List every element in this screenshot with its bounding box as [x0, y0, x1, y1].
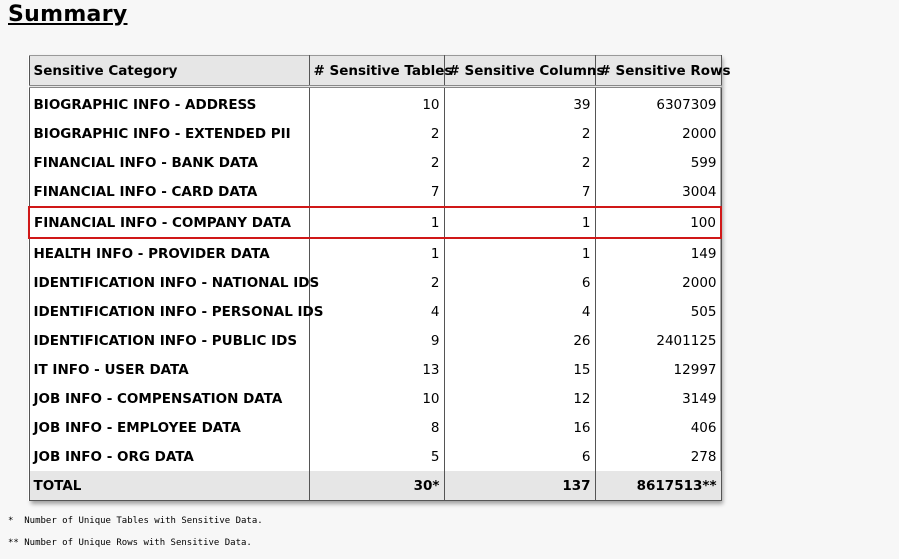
table-row: FINANCIAL INFO - COMPANY DATA 1 1 100	[28, 206, 722, 239]
total-columns: 137	[443, 471, 596, 501]
row-tables: 4	[308, 297, 445, 326]
summary-table-container: Sensitive Category # Sensitive Tables # …	[28, 55, 731, 501]
row-category: JOB INFO - COMPENSATION DATA	[28, 384, 310, 413]
footnotes: * Number of Unique Tables with Sensitive…	[8, 515, 263, 559]
row-tables: 10	[308, 86, 445, 119]
table-row: JOB INFO - COMPENSATION DATA 10 12 3149	[28, 384, 722, 413]
header-sensitive-columns: # Sensitive Columns	[443, 55, 605, 88]
row-tables: 2	[308, 148, 445, 177]
row-columns: 1	[443, 206, 596, 239]
row-category: IDENTIFICATION INFO - NATIONAL IDS	[28, 268, 319, 297]
row-rows: 599	[594, 148, 722, 177]
table-row: IDENTIFICATION INFO - NATIONAL IDS 2 6 2000	[28, 268, 722, 297]
row-columns: 7	[443, 177, 596, 207]
row-category: JOB INFO - ORG DATA	[28, 442, 310, 471]
row-category: HEALTH INFO - PROVIDER DATA	[28, 238, 310, 268]
summary-table: Sensitive Category # Sensitive Tables # …	[28, 55, 731, 501]
row-category: FINANCIAL INFO - CARD DATA	[28, 177, 310, 207]
row-rows: 6307309	[594, 86, 722, 119]
total-tables: 30*	[308, 471, 445, 501]
table-row: IDENTIFICATION INFO - PUBLIC IDS 9 26 24011…	[28, 326, 722, 355]
row-category: IDENTIFICATION INFO - PUBLIC IDS	[28, 326, 310, 355]
row-category: IDENTIFICATION INFO - PERSONAL IDS	[28, 297, 323, 326]
row-rows: 100	[594, 206, 722, 239]
page-title: Summary	[8, 2, 128, 27]
table-row: JOB INFO - EMPLOYEE DATA 8 16 406	[28, 413, 722, 442]
row-rows: 278	[594, 442, 722, 471]
table-row: JOB INFO - ORG DATA 5 6 278	[28, 442, 722, 471]
row-category: BIOGRAPHIC INFO - EXTENDED PII	[28, 119, 310, 148]
row-tables: 5	[308, 442, 445, 471]
row-rows: 2000	[594, 268, 722, 297]
row-tables: 9	[308, 326, 445, 355]
table-row: FINANCIAL INFO - BANK DATA 2 2 599	[28, 148, 722, 177]
row-columns: 12	[443, 384, 596, 413]
total-rows: 8617513**	[594, 471, 722, 501]
row-columns: 1	[443, 238, 596, 268]
row-tables: 2	[308, 268, 445, 297]
row-tables: 13	[308, 355, 445, 384]
header-sensitive-rows: # Sensitive Rows	[594, 55, 731, 88]
row-columns: 6	[443, 442, 596, 471]
row-tables: 1	[308, 238, 445, 268]
footnote-tables: * Number of Unique Tables with Sensitive…	[8, 516, 263, 526]
row-tables: 7	[308, 177, 445, 207]
row-category: FINANCIAL INFO - COMPANY DATA	[28, 206, 310, 239]
table-body: BIOGRAPHIC INFO - ADDRESS 10 39 6307309 BIOG…	[28, 86, 722, 471]
total-row: TOTAL 30* 137 8617513**	[28, 471, 722, 501]
row-columns: 15	[443, 355, 596, 384]
row-columns: 39	[443, 86, 596, 119]
header-sensitive-category: Sensitive Category	[28, 55, 310, 88]
row-rows: 149	[594, 238, 722, 268]
table-row: BIOGRAPHIC INFO - EXTENDED PII 2 2 2000	[28, 119, 722, 148]
row-columns: 6	[443, 268, 596, 297]
row-rows: 3004	[594, 177, 722, 207]
footnote-rows: ** Number of Unique Rows with Sensitive …	[8, 538, 252, 548]
row-category: JOB INFO - EMPLOYEE DATA	[28, 413, 310, 442]
row-columns: 16	[443, 413, 596, 442]
table-header-row: Sensitive Category # Sensitive Tables # …	[28, 55, 731, 88]
row-columns: 2	[443, 119, 596, 148]
table-row: BIOGRAPHIC INFO - ADDRESS 10 39 6307309	[28, 86, 722, 119]
row-columns: 4	[443, 297, 596, 326]
table-row: FINANCIAL INFO - CARD DATA 7 7 3004	[28, 177, 722, 207]
table-row: IDENTIFICATION INFO - PERSONAL IDS 4 4 505	[28, 297, 722, 326]
row-tables: 8	[308, 413, 445, 442]
total-label: TOTAL	[28, 471, 310, 501]
row-tables: 2	[308, 119, 445, 148]
table-row: HEALTH INFO - PROVIDER DATA 1 1 149	[28, 238, 722, 268]
table-row: IT INFO - USER DATA 13 15 12997	[28, 355, 722, 384]
row-rows: 505	[594, 297, 722, 326]
row-category: BIOGRAPHIC INFO - ADDRESS	[28, 86, 310, 119]
row-tables: 10	[308, 384, 445, 413]
row-rows: 2401125	[594, 326, 722, 355]
row-rows: 12997	[594, 355, 722, 384]
row-category: IT INFO - USER DATA	[28, 355, 310, 384]
row-category: FINANCIAL INFO - BANK DATA	[28, 148, 310, 177]
row-tables: 1	[308, 206, 445, 239]
header-sensitive-tables: # Sensitive Tables	[308, 55, 452, 88]
row-rows: 406	[594, 413, 722, 442]
row-columns: 26	[443, 326, 596, 355]
row-rows: 3149	[594, 384, 722, 413]
row-rows: 2000	[594, 119, 722, 148]
row-columns: 2	[443, 148, 596, 177]
